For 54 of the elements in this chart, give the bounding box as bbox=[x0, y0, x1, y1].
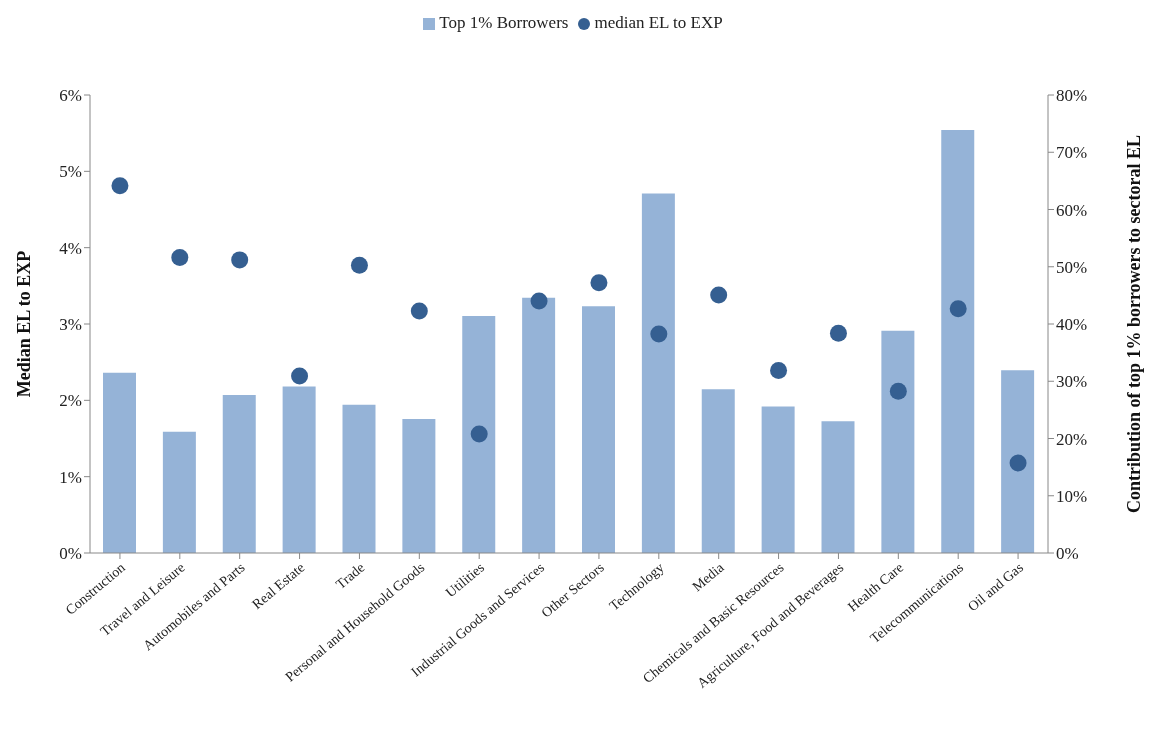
bar bbox=[881, 330, 915, 553]
y2-tick-label: 20% bbox=[1056, 429, 1088, 449]
bar bbox=[462, 315, 496, 553]
y2-tick-label: 40% bbox=[1056, 315, 1088, 335]
x-tick-label: Trade bbox=[333, 559, 368, 592]
bar bbox=[222, 394, 256, 553]
y-tick-label: 0% bbox=[59, 544, 82, 564]
y-tick-label: 4% bbox=[59, 238, 82, 258]
bar bbox=[1001, 370, 1035, 553]
point bbox=[410, 302, 428, 320]
point bbox=[770, 362, 788, 380]
point bbox=[291, 367, 309, 385]
bar bbox=[402, 419, 436, 553]
bar bbox=[342, 404, 376, 553]
y-tick-label: 1% bbox=[59, 467, 82, 487]
point bbox=[470, 425, 488, 443]
point bbox=[889, 382, 907, 400]
point bbox=[171, 249, 189, 267]
bar bbox=[162, 431, 196, 553]
point bbox=[710, 286, 728, 304]
y2-tick-label: 60% bbox=[1056, 200, 1088, 220]
point bbox=[1009, 454, 1027, 472]
point bbox=[111, 177, 129, 195]
bar bbox=[103, 372, 136, 553]
point bbox=[650, 325, 668, 343]
bar bbox=[941, 129, 975, 553]
y-axis-title: Median EL to EXP bbox=[14, 250, 35, 398]
y2-tick-label: 30% bbox=[1056, 372, 1088, 392]
y-tick-label: 6% bbox=[59, 86, 82, 106]
y-tick-label: 5% bbox=[59, 162, 82, 182]
y-tick-label: 2% bbox=[59, 391, 82, 411]
point bbox=[231, 251, 249, 269]
y2-tick-label: 50% bbox=[1056, 257, 1088, 277]
point bbox=[829, 324, 847, 342]
x-tick-label: Oil and Gas bbox=[965, 559, 1026, 615]
bar bbox=[641, 193, 675, 553]
point bbox=[530, 292, 548, 310]
bar bbox=[761, 406, 795, 553]
y2-tick-label: 10% bbox=[1056, 486, 1088, 506]
y2-tick-label: 80% bbox=[1056, 86, 1088, 106]
bar bbox=[582, 306, 615, 553]
legend-label: median EL to EXP bbox=[594, 13, 723, 32]
point bbox=[350, 256, 368, 274]
bar bbox=[821, 421, 855, 553]
y-tick-label: 3% bbox=[59, 315, 82, 335]
bar bbox=[701, 389, 735, 553]
bar bbox=[282, 386, 316, 553]
point bbox=[590, 274, 608, 292]
point bbox=[949, 300, 967, 318]
y2-tick-label: 70% bbox=[1056, 143, 1088, 163]
bar bbox=[522, 297, 556, 553]
y2-tick-label: 0% bbox=[1056, 544, 1079, 564]
legend-label: Top 1% Borrowers bbox=[439, 13, 569, 32]
y2-axis-title: Contribution of top 1% borrowers to sectoral EL bbox=[1124, 134, 1145, 514]
